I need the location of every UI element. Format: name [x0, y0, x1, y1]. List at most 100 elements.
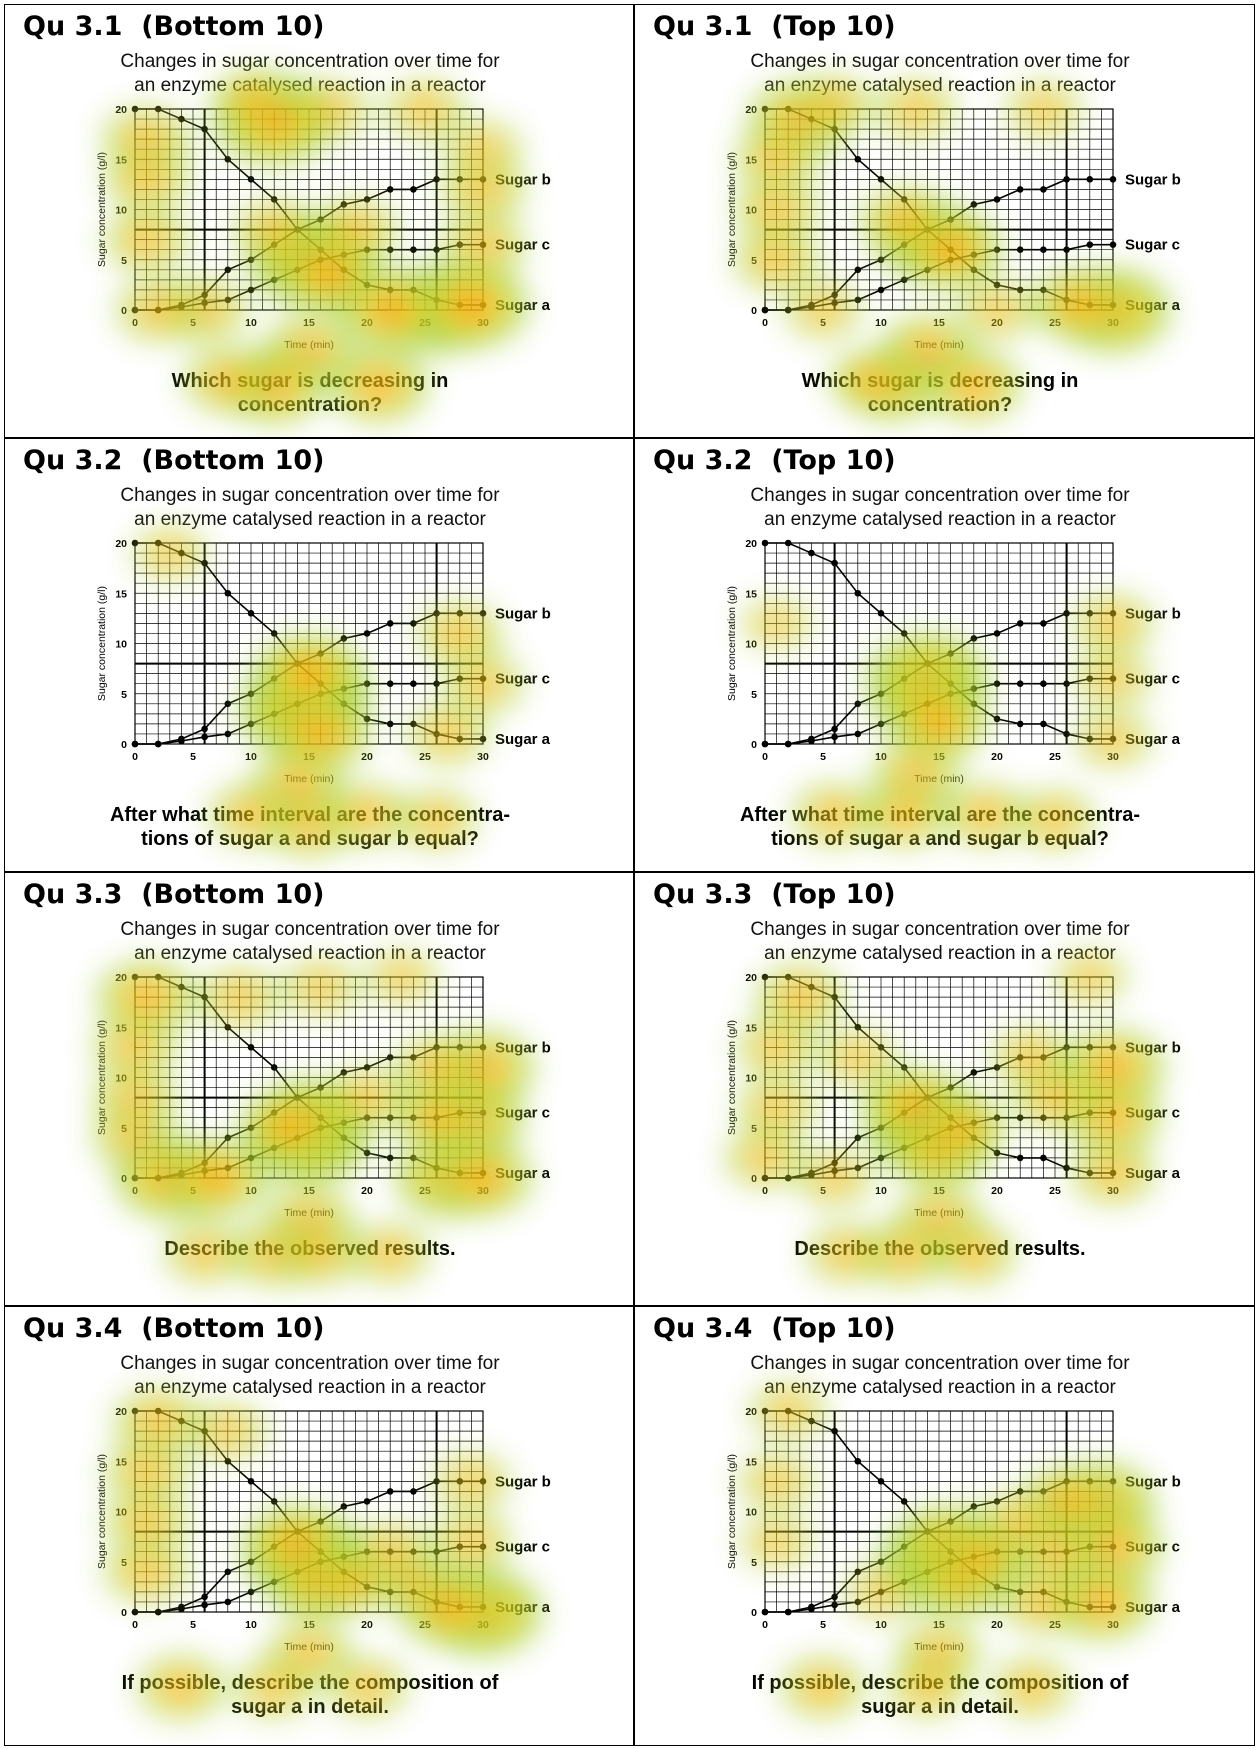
data-point [224, 700, 232, 708]
heatmap-spot [205, 65, 297, 133]
x-tick-label: 0 [762, 751, 768, 763]
data-point [877, 286, 885, 294]
heatmap-spot [377, 73, 473, 145]
data-point [761, 1608, 769, 1616]
data-point [270, 630, 278, 637]
heatmap-spot [789, 70, 881, 138]
x-tick-label: 10 [245, 751, 257, 763]
data-point [877, 610, 885, 617]
data-point [386, 720, 394, 728]
series-label: Sugar b [495, 605, 551, 622]
heatmap-spot [984, 1022, 1080, 1093]
chart-title-line: an enzyme catalysed reaction in a reacto… [764, 1377, 1116, 1398]
data-point [784, 539, 792, 547]
gaze-heatmap [731, 1377, 1171, 1724]
heatmap-spot [191, 961, 287, 1033]
heatmap-spot [924, 1216, 1024, 1290]
heatmap-spot [358, 944, 446, 1010]
data-point [386, 680, 394, 687]
data-point [178, 737, 185, 745]
data-point [831, 1427, 838, 1435]
gaze-heatmap [95, 65, 537, 430]
heatmap-spot [226, 194, 322, 265]
heatmap-spot [97, 1485, 197, 1559]
chart-figure: Changes in sugar concentration over time… [726, 1353, 1181, 1724]
heatmap-spot [821, 345, 917, 416]
heatmap-spot [226, 1652, 322, 1723]
heatmap-spot [984, 1652, 1080, 1723]
panel-4-top10: Changes in sugar concentration over time… [634, 1306, 1255, 1746]
data-point [270, 1064, 278, 1071]
x-tick-label: 0 [762, 317, 768, 329]
y-tick-label: 0 [121, 1607, 127, 1619]
y-tick-label: 0 [751, 739, 757, 751]
data-point [1063, 246, 1070, 253]
chart-title-line: Changes in sugar concentration over time… [120, 51, 500, 72]
heatmap-spot [425, 1447, 517, 1516]
chart-title-line: Changes in sugar concentration over time… [750, 919, 1130, 940]
heatmap-spot [951, 276, 1043, 344]
heatmap-spot [275, 953, 367, 1021]
heatmap-spot [742, 1377, 834, 1445]
data-point [224, 266, 232, 274]
data-point [224, 589, 232, 597]
y-tick-label: 5 [121, 689, 127, 701]
x-tick-label: 20 [991, 1619, 1003, 1631]
data-point [1040, 186, 1047, 193]
heatmap-spot [319, 1062, 415, 1133]
data-point [784, 740, 792, 748]
x-tick-label: 0 [762, 1619, 768, 1631]
heatmap-spot [389, 784, 485, 855]
heatmap-spot [108, 273, 208, 347]
panel-title: Qu 3.1 (Bottom 10) [23, 11, 325, 42]
x-tick-label: 20 [991, 751, 1003, 763]
heatmap-spot [176, 342, 280, 419]
x-tick-label: 10 [875, 1185, 887, 1197]
data-point [201, 1593, 208, 1601]
y-tick-label: 20 [115, 538, 127, 550]
data-point [761, 539, 769, 547]
panel-1-bottom10: Changes in sugar concentration over time… [4, 4, 634, 438]
chart-figure: Changes in sugar concentration over time… [726, 485, 1181, 855]
heatmap-spot [97, 1535, 197, 1609]
data-point [970, 201, 978, 208]
y-tick-label: 10 [115, 639, 127, 651]
data-point [247, 176, 255, 183]
data-point [831, 559, 838, 567]
data-point [410, 246, 417, 253]
y-tick-label: 0 [751, 1607, 757, 1619]
heatmap-spot [852, 181, 956, 258]
data-point [1040, 246, 1047, 253]
data-point [1016, 620, 1024, 627]
chart-figure: Changes in sugar concentration over time… [726, 51, 1181, 427]
heatmap-spot [1063, 1136, 1163, 1210]
data-point [1109, 241, 1117, 248]
gaze-heatmap [727, 70, 1179, 427]
heatmap-spot [785, 777, 885, 851]
chart-figure: Changes in sugar concentration over time… [95, 51, 551, 430]
heatmap-spot [157, 1218, 253, 1289]
data-point [831, 725, 838, 733]
x-tick-label: 20 [361, 1185, 373, 1197]
x-tick-label: 5 [820, 751, 826, 763]
panel-title: Qu 3.4 (Bottom 10) [23, 1313, 325, 1344]
data-point [1063, 176, 1070, 183]
data-point [410, 1488, 417, 1495]
data-point [201, 1601, 208, 1609]
series-label: Sugar a [495, 731, 551, 748]
x-tick-label: 25 [1049, 751, 1061, 763]
data-point [854, 730, 862, 738]
heatmap-spot [307, 1546, 403, 1617]
heatmap-spot [97, 203, 197, 277]
y-tick-label: 0 [751, 305, 757, 317]
heatmap-spot [727, 172, 827, 247]
panel-1-top10: Changes in sugar concentration over time… [634, 4, 1255, 438]
heatmap-spot [993, 1565, 1093, 1639]
heatmap-spot [1022, 264, 1134, 346]
data-point [247, 1478, 255, 1485]
gaze-heatmap [126, 520, 531, 863]
data-point [993, 630, 1001, 637]
heatmap-spot [837, 1559, 925, 1625]
data-point [247, 610, 255, 617]
